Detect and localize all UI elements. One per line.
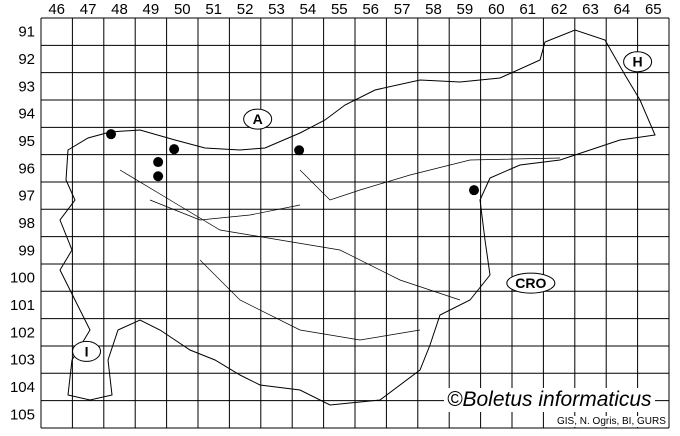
country-label-ellipse — [243, 108, 273, 130]
row-label: 99 — [18, 242, 35, 259]
row-label: 92 — [18, 51, 35, 68]
column-label: 58 — [425, 1, 442, 18]
column-label: 59 — [457, 1, 474, 18]
column-label: 53 — [268, 1, 285, 18]
record-dot — [469, 185, 480, 196]
column-label: 49 — [143, 1, 160, 18]
record-dot — [153, 157, 164, 168]
row-label: 100 — [10, 270, 35, 287]
country-label-ellipse — [72, 340, 102, 362]
column-label: 48 — [111, 1, 128, 18]
column-label: 62 — [551, 1, 568, 18]
record-dot — [153, 171, 164, 182]
row-label: 101 — [10, 297, 35, 314]
row-label: 96 — [18, 160, 35, 177]
row-label: 95 — [18, 133, 35, 150]
column-label: 57 — [394, 1, 411, 18]
row-label: 94 — [18, 106, 35, 123]
river — [149, 199, 301, 221]
column-label: 55 — [331, 1, 348, 18]
column-label: 47 — [80, 1, 97, 18]
row-label: 91 — [18, 24, 35, 41]
river — [119, 169, 461, 301]
column-label: 52 — [237, 1, 254, 18]
row-label: 93 — [18, 78, 35, 95]
row-label: 98 — [18, 215, 35, 232]
river — [199, 259, 421, 341]
column-label: 60 — [488, 1, 505, 18]
row-label: 97 — [18, 188, 35, 205]
country-label: CRO — [515, 275, 546, 291]
country-border — [59, 29, 656, 406]
copyright-credit: ©Boletus informaticus — [444, 388, 655, 412]
row-label: 105 — [10, 406, 35, 423]
column-label: 51 — [205, 1, 222, 18]
country-label-ellipse — [623, 51, 653, 73]
record-dot — [294, 145, 305, 156]
column-label: 65 — [645, 1, 662, 18]
column-label: 56 — [362, 1, 379, 18]
river — [299, 157, 561, 201]
country-label-ellipse — [506, 272, 556, 294]
row-label: 103 — [10, 352, 35, 369]
record-dot — [106, 129, 117, 140]
column-label: 63 — [582, 1, 599, 18]
column-label: 46 — [48, 1, 65, 18]
column-label: 50 — [174, 1, 191, 18]
data-source: GIS, N. Ogris, BI, GURS — [555, 416, 668, 427]
column-label: 64 — [614, 1, 631, 18]
column-label: 61 — [519, 1, 536, 18]
row-label: 102 — [10, 324, 35, 341]
column-label: 54 — [300, 1, 317, 18]
country-label: H — [633, 54, 643, 70]
record-dot — [169, 144, 180, 155]
country-label: A — [253, 111, 263, 127]
row-label: 104 — [10, 379, 35, 396]
country-label: I — [85, 343, 89, 359]
